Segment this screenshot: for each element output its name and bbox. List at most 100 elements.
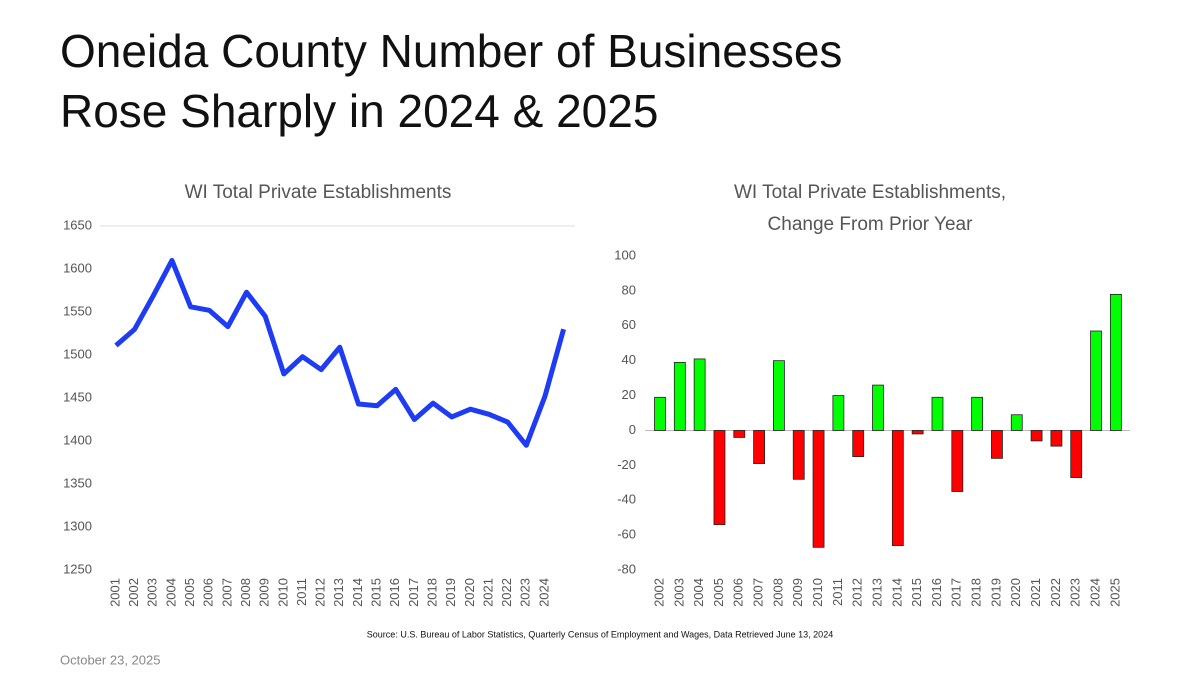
x-tick-label: 2007 [219, 578, 234, 607]
bar [852, 430, 865, 458]
x-tick-label: 2019 [443, 578, 458, 607]
x-tick-label: 2018 [969, 578, 984, 607]
x-tick-label: 2021 [1028, 578, 1043, 607]
bar [991, 430, 1003, 459]
date: October 23, 2025 [60, 652, 160, 667]
x-tick-label: 2004 [691, 578, 706, 607]
x-tick-label: 2025 [1107, 578, 1122, 607]
chart-title: WI Total Private Establishments [185, 182, 452, 203]
x-tick-label: 2003 [145, 578, 160, 607]
x-tick-label: 2022 [499, 578, 514, 607]
y-tick-label: -40 [617, 492, 636, 507]
bar [951, 430, 964, 492]
source-note: Source: U.S. Bureau of Labor Statistics,… [367, 629, 833, 639]
x-tick-label: 2005 [711, 578, 726, 607]
bar [673, 362, 686, 431]
x-tick-label: 2012 [313, 578, 328, 607]
bar [654, 396, 666, 431]
slide-title: Oneida County Number of Businesses [60, 25, 842, 77]
x-tick-label: 2023 [1068, 578, 1083, 607]
y-tick-label: -80 [617, 561, 636, 576]
x-tick-label: 2013 [869, 578, 884, 607]
x-tick-label: 2008 [238, 578, 253, 607]
y-tick-label: -60 [617, 527, 636, 542]
x-tick-label: 2017 [406, 578, 421, 607]
y-tick-label: 100 [614, 247, 636, 262]
x-tick-label: 2017 [949, 578, 964, 607]
x-tick-label: 2005 [182, 578, 197, 607]
x-tick-label: 2011 [294, 578, 309, 606]
x-tick-label: 2011 [830, 578, 845, 606]
bar [713, 430, 726, 526]
x-tick-label: 2019 [988, 578, 1003, 607]
bar [1090, 330, 1102, 431]
y-tick-label: 1400 [63, 432, 92, 447]
x-tick-label: 2024 [1087, 578, 1102, 607]
chart-title: Change From Prior Year [768, 214, 974, 235]
bar [1070, 430, 1083, 478]
x-tick-label: 2006 [201, 578, 216, 607]
x-tick-label: 2014 [889, 578, 904, 607]
bar [1050, 430, 1063, 447]
bar [1010, 414, 1023, 431]
slide-title: Rose Sharply in 2024 & 2025 [60, 85, 658, 137]
y-tick-label: 60 [622, 317, 636, 332]
x-tick-label: 2015 [369, 578, 384, 607]
bar [812, 430, 825, 548]
y-tick-label: 1550 [63, 303, 92, 318]
x-tick-label: 2001 [107, 578, 122, 607]
y-tick-label: 1650 [63, 217, 92, 232]
x-tick-label: 2022 [1048, 578, 1063, 607]
x-tick-label: 2016 [387, 578, 402, 607]
x-tick-label: 2024 [536, 578, 551, 607]
y-tick-label: 1350 [63, 475, 92, 490]
bar [891, 430, 904, 546]
x-tick-label: 2009 [257, 578, 272, 607]
y-tick-label: 1300 [63, 518, 92, 533]
bar [832, 395, 845, 431]
x-tick-label: 2003 [671, 578, 686, 607]
y-tick-label: 20 [622, 387, 636, 402]
x-tick-label: 2015 [909, 578, 924, 607]
bar [733, 430, 746, 438]
x-tick-label: 2010 [810, 578, 825, 607]
bar [693, 358, 706, 431]
y-tick-label: 80 [622, 282, 636, 297]
y-tick-label: 40 [622, 352, 636, 367]
x-tick-label: 2010 [275, 578, 290, 607]
x-tick-label: 2002 [651, 578, 666, 607]
data-line [114, 257, 567, 448]
x-tick-label: 2014 [350, 578, 365, 607]
bar [753, 430, 765, 464]
x-tick-label: 2018 [424, 578, 439, 607]
bar [1109, 293, 1122, 431]
y-tick-label: 1500 [63, 346, 92, 361]
x-tick-label: 2023 [518, 578, 533, 607]
x-tick-label: 2006 [731, 578, 746, 607]
bar [1030, 430, 1043, 442]
x-tick-label: 2020 [462, 578, 477, 607]
y-tick-label: 1600 [63, 260, 92, 275]
bar [971, 396, 984, 431]
bar [773, 360, 785, 431]
x-tick-label: 2012 [850, 578, 865, 607]
bar [911, 430, 924, 435]
bar [931, 396, 944, 431]
x-tick-label: 2008 [770, 578, 785, 607]
x-tick-label: 2002 [126, 578, 141, 607]
y-tick-label: 1450 [63, 389, 92, 404]
x-tick-label: 2020 [1008, 578, 1023, 607]
y-tick-label: 0 [629, 422, 636, 437]
bar [872, 384, 884, 431]
x-tick-label: 2009 [790, 578, 805, 607]
y-tick-label: 1250 [63, 561, 92, 576]
x-tick-label: 2021 [480, 578, 495, 607]
x-tick-label: 2013 [331, 578, 346, 607]
x-tick-label: 2004 [163, 578, 178, 607]
bar [792, 430, 805, 480]
y-tick-label: -20 [617, 457, 636, 472]
chart-title: WI Total Private Establishments, [734, 182, 1006, 203]
x-tick-label: 2007 [751, 578, 766, 607]
